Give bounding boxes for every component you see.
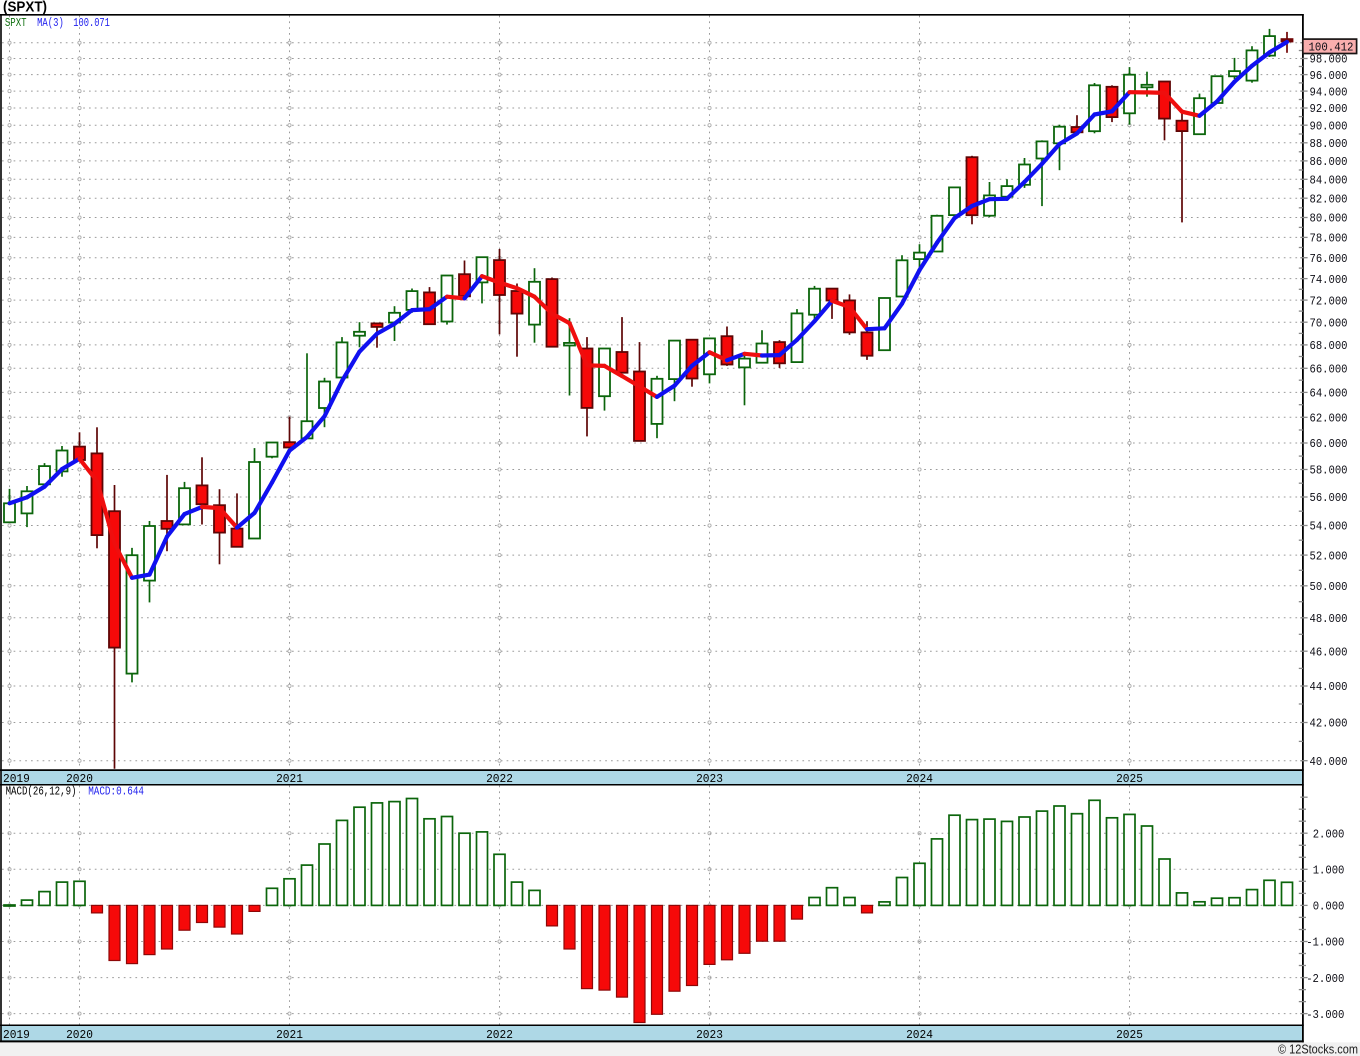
svg-text:50.000: 50.000 bbox=[1310, 580, 1348, 594]
svg-text:2023: 2023 bbox=[696, 772, 723, 786]
svg-text:100.412: 100.412 bbox=[1309, 40, 1354, 54]
svg-text:84.000: 84.000 bbox=[1310, 174, 1348, 188]
svg-text:66.000: 66.000 bbox=[1310, 363, 1348, 377]
svg-text:90.000: 90.000 bbox=[1310, 119, 1348, 133]
svg-text:78.000: 78.000 bbox=[1310, 232, 1348, 246]
svg-text:54.000: 54.000 bbox=[1310, 520, 1348, 534]
svg-text:2025: 2025 bbox=[1116, 1028, 1143, 1042]
svg-text:-3.000: -3.000 bbox=[1306, 1008, 1344, 1022]
svg-text:40.000: 40.000 bbox=[1310, 755, 1348, 769]
svg-text:2020: 2020 bbox=[66, 1028, 93, 1042]
svg-text:2022: 2022 bbox=[486, 1028, 513, 1042]
svg-text:100.071: 100.071 bbox=[73, 16, 110, 30]
svg-text:70.000: 70.000 bbox=[1310, 316, 1348, 330]
svg-text:76.000: 76.000 bbox=[1310, 252, 1348, 266]
svg-text:72.000: 72.000 bbox=[1310, 294, 1348, 308]
svg-text:56.000: 56.000 bbox=[1310, 491, 1348, 505]
svg-text:80.000: 80.000 bbox=[1310, 212, 1348, 226]
svg-text:© 12Stocks.com: © 12Stocks.com bbox=[1278, 1042, 1358, 1056]
svg-text:2025: 2025 bbox=[1116, 772, 1143, 786]
svg-text:2022: 2022 bbox=[486, 772, 513, 786]
svg-text:48.000: 48.000 bbox=[1310, 612, 1348, 626]
svg-text:44.000: 44.000 bbox=[1310, 680, 1348, 694]
svg-text:60.000: 60.000 bbox=[1310, 437, 1348, 451]
svg-text:74.000: 74.000 bbox=[1310, 273, 1348, 287]
svg-text:2024: 2024 bbox=[906, 772, 933, 786]
svg-text:98.000: 98.000 bbox=[1310, 53, 1348, 67]
svg-text:68.000: 68.000 bbox=[1310, 339, 1348, 353]
svg-text:88.000: 88.000 bbox=[1310, 137, 1348, 151]
svg-text:(SPXT): (SPXT) bbox=[3, 0, 47, 16]
svg-text:92.000: 92.000 bbox=[1310, 102, 1348, 116]
svg-text:82.000: 82.000 bbox=[1310, 192, 1348, 206]
svg-text:2021: 2021 bbox=[276, 772, 303, 786]
svg-text:2.000: 2.000 bbox=[1313, 827, 1345, 841]
svg-text:46.000: 46.000 bbox=[1310, 645, 1348, 659]
svg-text:2023: 2023 bbox=[696, 1028, 723, 1042]
svg-text:0.000: 0.000 bbox=[1313, 900, 1345, 914]
svg-text:94.000: 94.000 bbox=[1310, 85, 1348, 99]
svg-text:64.000: 64.000 bbox=[1310, 387, 1348, 401]
svg-text:62.000: 62.000 bbox=[1310, 412, 1348, 426]
svg-text:-2.000: -2.000 bbox=[1306, 972, 1344, 986]
svg-text:2020: 2020 bbox=[66, 772, 93, 786]
svg-text:SPXT: SPXT bbox=[5, 16, 27, 30]
svg-text:MACD(26,12,9): MACD(26,12,9) bbox=[6, 785, 77, 799]
svg-text:42.000: 42.000 bbox=[1310, 717, 1348, 731]
svg-text:86.000: 86.000 bbox=[1310, 155, 1348, 169]
svg-text:MACD:0.644: MACD:0.644 bbox=[88, 785, 144, 799]
svg-text:MA(3): MA(3) bbox=[37, 16, 64, 30]
svg-text:52.000: 52.000 bbox=[1310, 549, 1348, 563]
svg-text:58.000: 58.000 bbox=[1310, 464, 1348, 478]
svg-text:1.000: 1.000 bbox=[1313, 864, 1345, 878]
svg-text:2024: 2024 bbox=[906, 1028, 933, 1042]
svg-text:2019: 2019 bbox=[3, 1028, 30, 1042]
svg-text:2019: 2019 bbox=[3, 772, 30, 786]
svg-text:-1.000: -1.000 bbox=[1306, 936, 1344, 950]
svg-text:96.000: 96.000 bbox=[1310, 69, 1348, 83]
svg-text:2021: 2021 bbox=[276, 1028, 303, 1042]
